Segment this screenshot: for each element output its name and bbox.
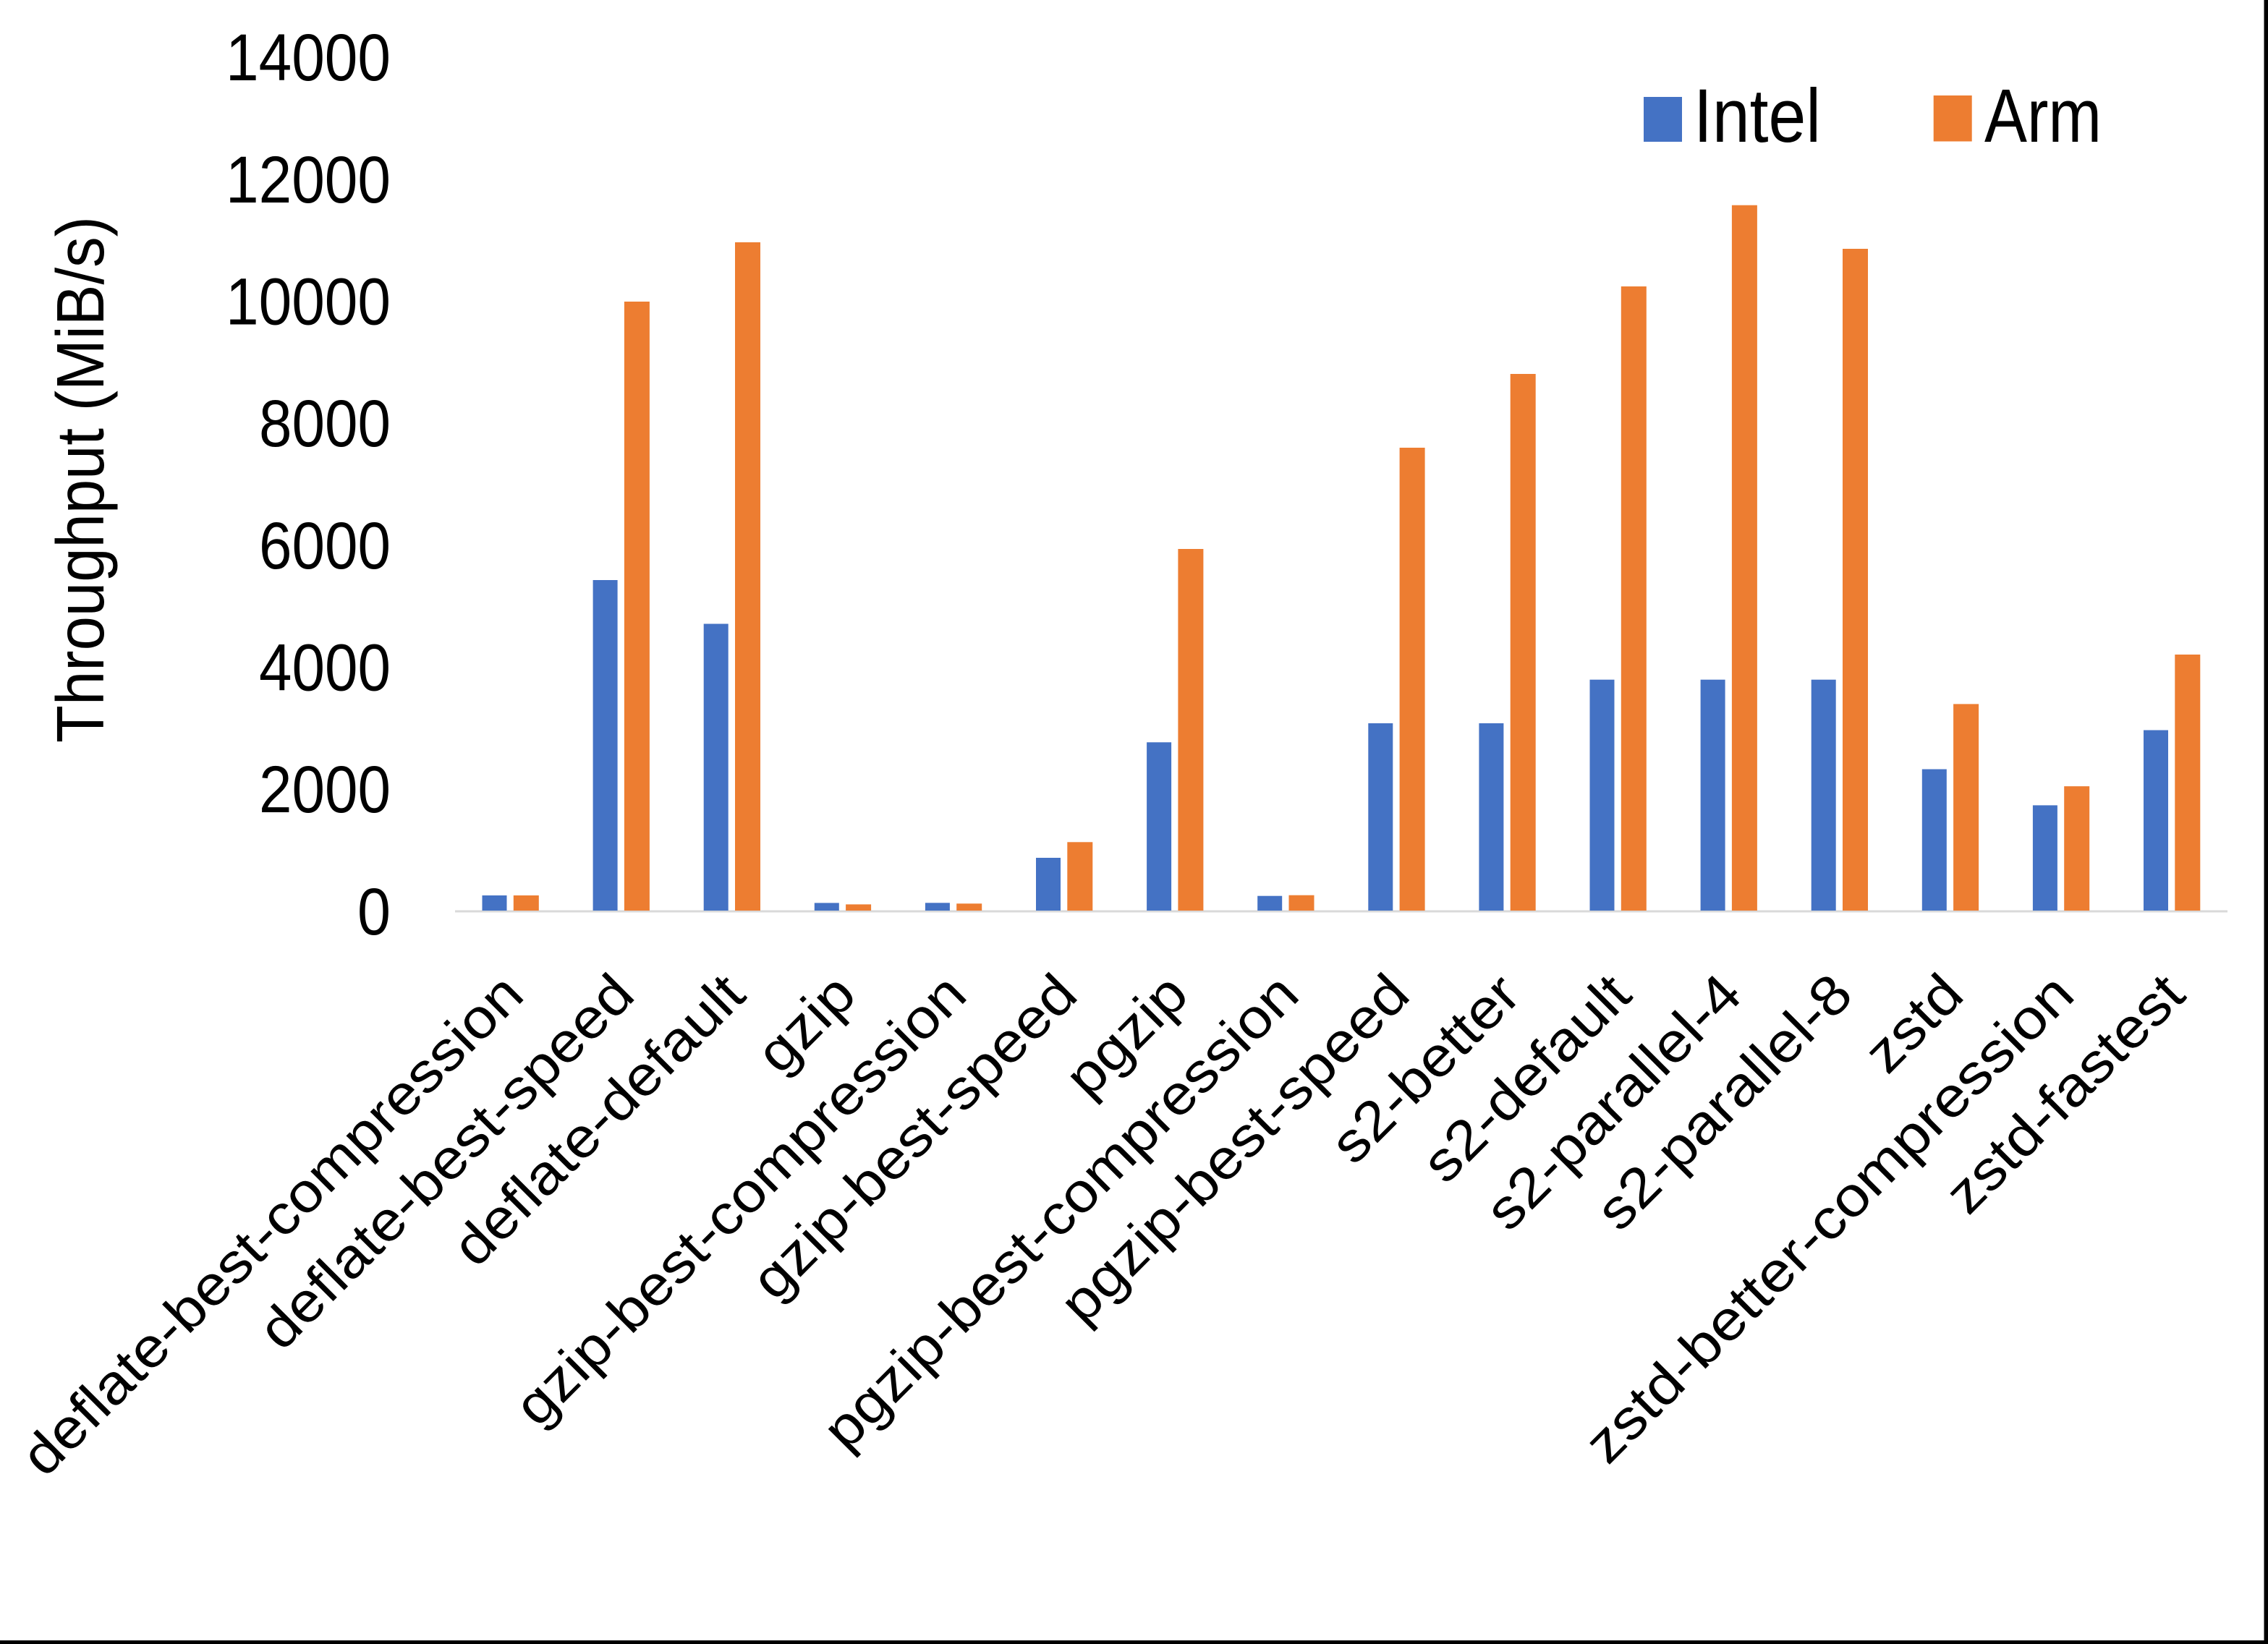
- svg-text:12000: 12000: [226, 143, 391, 217]
- svg-text:Intel: Intel: [1694, 74, 1821, 158]
- svg-text:Throughput (MiB/s): Throughput (MiB/s): [43, 216, 118, 743]
- svg-text:10000: 10000: [226, 265, 391, 339]
- svg-text:14000: 14000: [226, 21, 391, 95]
- svg-text:2000: 2000: [259, 753, 391, 827]
- svg-text:Arm: Arm: [1984, 74, 2102, 158]
- svg-text:4000: 4000: [259, 631, 391, 705]
- svg-text:0: 0: [357, 875, 391, 949]
- svg-text:6000: 6000: [259, 509, 391, 583]
- svg-text:8000: 8000: [259, 387, 391, 461]
